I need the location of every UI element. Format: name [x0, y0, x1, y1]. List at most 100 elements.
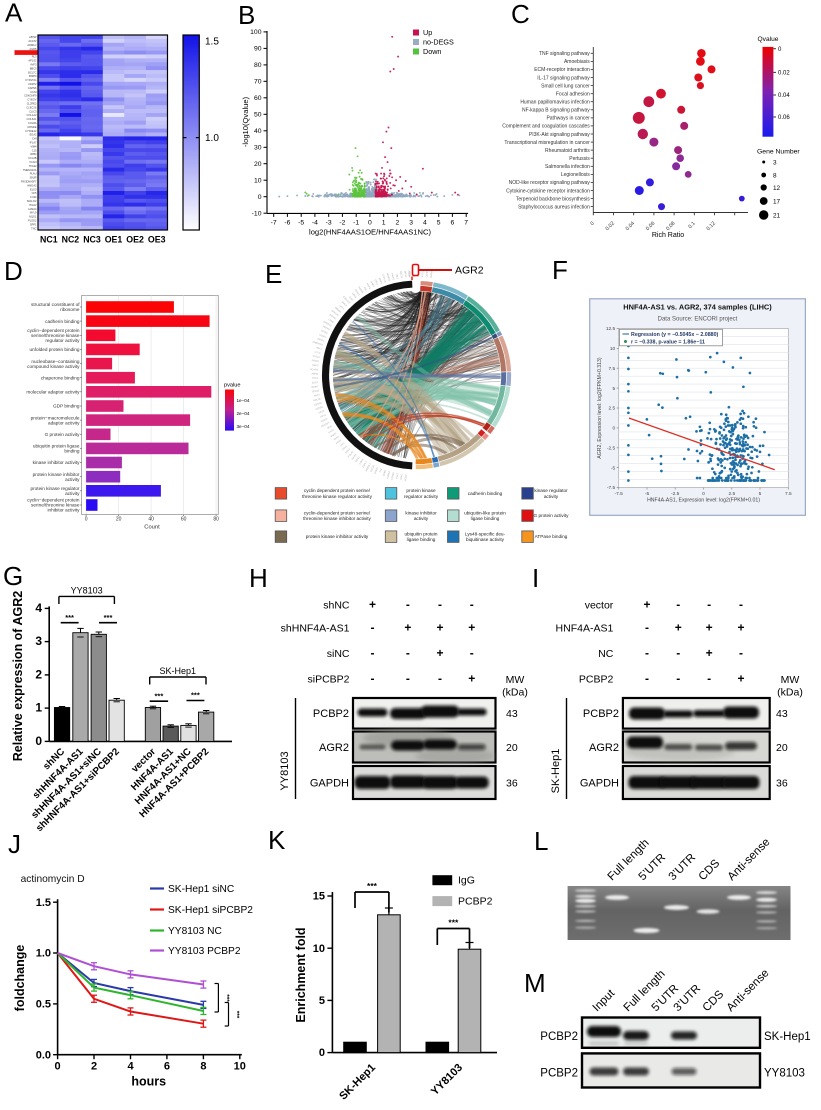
- svg-text:Up: Up: [423, 28, 432, 37]
- svg-text:-: -: [645, 621, 649, 635]
- svg-text:UPB4: UPB4: [30, 152, 37, 156]
- svg-text:6: 6: [164, 1061, 170, 1073]
- svg-text:ASPM: ASPM: [311, 373, 318, 376]
- svg-text:-5: -5: [298, 220, 304, 227]
- svg-text:-: -: [438, 598, 442, 612]
- svg-text:GDP binding: GDP binding: [53, 404, 80, 409]
- svg-text:CDS: CDS: [701, 988, 727, 1014]
- svg-text:NCAPG: NCAPG: [310, 368, 319, 371]
- svg-text:kinase inhibitor activity: kinase inhibitor activity: [33, 460, 81, 465]
- svg-text:binding: binding: [64, 449, 80, 454]
- svg-text:1: 1: [382, 220, 386, 227]
- svg-text:EXO1: EXO1: [328, 429, 335, 434]
- svg-text:-2.5: -2.5: [671, 491, 680, 497]
- svg-text:regulator activity: regulator activity: [404, 494, 439, 499]
- svg-text:-: -: [406, 646, 410, 660]
- svg-text:NHP2: NHP2: [366, 283, 371, 290]
- svg-text:-: -: [645, 672, 649, 686]
- svg-text:SK-Hep1: SK-Hep1: [337, 1062, 378, 1103]
- svg-text:compound kinase activity: compound kinase activity: [27, 364, 80, 369]
- svg-text:***: ***: [191, 691, 200, 700]
- svg-text:5: 5: [319, 995, 325, 1007]
- svg-text:E: E: [265, 259, 282, 289]
- svg-text:ELK3: ELK3: [30, 187, 37, 191]
- svg-text:GINS1: GINS1: [352, 453, 358, 460]
- svg-text:C15: C15: [32, 148, 37, 152]
- svg-text:***: ***: [155, 691, 164, 700]
- svg-text:protein kinase inhibitor activ: protein kinase inhibitor activity: [306, 534, 369, 539]
- svg-text:AB7W: AB7W: [29, 35, 37, 39]
- svg-text:L: L: [534, 826, 548, 856]
- svg-text:-7.5: -7.5: [607, 485, 616, 491]
- svg-text:-: -: [438, 672, 442, 686]
- svg-text:0.0: 0.0: [36, 1049, 51, 1061]
- svg-text:BUB1: BUB1: [383, 469, 387, 476]
- svg-text:(kDa): (kDa): [777, 687, 803, 699]
- svg-text:AGR2: AGR2: [589, 742, 619, 754]
- svg-text:CDS: CDS: [697, 857, 723, 883]
- svg-text:+: +: [643, 598, 650, 612]
- svg-text:J: J: [8, 829, 21, 859]
- svg-text:0.02: 0.02: [778, 71, 790, 77]
- svg-text:CRNDE: CRNDE: [27, 125, 36, 129]
- svg-text:PLAU: PLAU: [30, 172, 37, 176]
- svg-text:ubiquitin protein ligase: ubiquitin protein ligase: [33, 444, 80, 449]
- svg-text:shHNF4A-AS1: shHNF4A-AS1: [281, 623, 350, 635]
- svg-text:+: +: [737, 621, 744, 635]
- svg-text:+: +: [369, 598, 376, 612]
- svg-text:0.02: 0.02: [605, 221, 616, 232]
- svg-text:20: 20: [776, 742, 788, 754]
- svg-text:+: +: [436, 646, 443, 660]
- svg-text:chaperone binding: chaperone binding: [41, 375, 80, 380]
- svg-text:PCNA: PCNA: [335, 438, 342, 445]
- svg-text:CDC20: CDC20: [370, 464, 375, 472]
- svg-text:KIF11: KIF11: [320, 414, 327, 418]
- svg-text:D: D: [4, 256, 23, 286]
- svg-text:Small cell lung cancer: Small cell lung cancer: [541, 83, 590, 89]
- svg-text:0: 0: [589, 221, 595, 227]
- svg-text:structural constituent of: structural constituent of: [31, 302, 80, 307]
- svg-text:RL3: RL3: [32, 55, 37, 59]
- svg-text:10: 10: [254, 178, 262, 185]
- svg-text:CDC6: CDC6: [359, 458, 364, 465]
- svg-text:protein kinase: protein kinase: [406, 488, 436, 493]
- svg-text:0: 0: [258, 194, 262, 201]
- svg-text:cadherin binding: cadherin binding: [468, 491, 503, 496]
- svg-text:2e−04: 2e−04: [237, 411, 250, 416]
- svg-text:TNF signaling pathway: TNF signaling pathway: [539, 51, 590, 57]
- svg-text:+: +: [468, 672, 475, 686]
- svg-text:DKC1: DKC1: [374, 279, 379, 286]
- svg-text:+: +: [706, 621, 713, 635]
- svg-text:+: +: [468, 621, 475, 635]
- svg-text:threonine kinase inhibitor act: threonine kinase inhibitor activity: [303, 516, 371, 521]
- svg-text:1e−04: 1e−04: [237, 398, 250, 403]
- svg-text:4: 4: [127, 1061, 134, 1073]
- svg-text:pvalue: pvalue: [224, 383, 240, 389]
- svg-text:20: 20: [254, 161, 262, 168]
- svg-text:actinomycin D: actinomycin D: [21, 874, 85, 885]
- svg-text:activity: activity: [65, 491, 80, 496]
- svg-text:YY8103: YY8103: [71, 586, 103, 596]
- svg-text:RAD21: RAD21: [312, 359, 320, 363]
- svg-text:log2(HNF4AAS1OE/HNF4AAS1NC): log2(HNF4AAS1OE/HNF4AAS1NC): [309, 228, 431, 237]
- svg-text:PCBP2: PCBP2: [579, 674, 614, 686]
- svg-text:adaptor activity: adaptor activity: [48, 420, 80, 425]
- svg-text:+: +: [436, 621, 443, 635]
- svg-text:EXO1: EXO1: [422, 270, 424, 277]
- svg-text:STAG1: STAG1: [312, 355, 320, 359]
- svg-text:shNC: shNC: [323, 600, 350, 612]
- svg-text:5’UTR: 5’UTR: [637, 852, 669, 884]
- svg-text:VIM4: VIM4: [30, 144, 37, 148]
- svg-text:0: 0: [368, 220, 372, 227]
- svg-text:SGO1: SGO1: [312, 382, 319, 384]
- svg-text:30: 30: [254, 145, 262, 152]
- svg-text:ECM-receptor interaction: ECM-receptor interaction: [534, 67, 590, 73]
- svg-text:cadherin binding: cadherin binding: [45, 319, 80, 324]
- svg-text:(kDa): (kDa): [502, 687, 528, 699]
- svg-text:TNC: TNC: [31, 226, 36, 230]
- svg-text:Staphylococcus aureus infectio: Staphylococcus aureus infection: [518, 204, 590, 210]
- svg-text:10: 10: [313, 943, 325, 955]
- svg-text:70: 70: [254, 79, 262, 86]
- svg-text:MAGOH: MAGOH: [331, 309, 340, 317]
- svg-text:12.5: 12.5: [606, 326, 616, 332]
